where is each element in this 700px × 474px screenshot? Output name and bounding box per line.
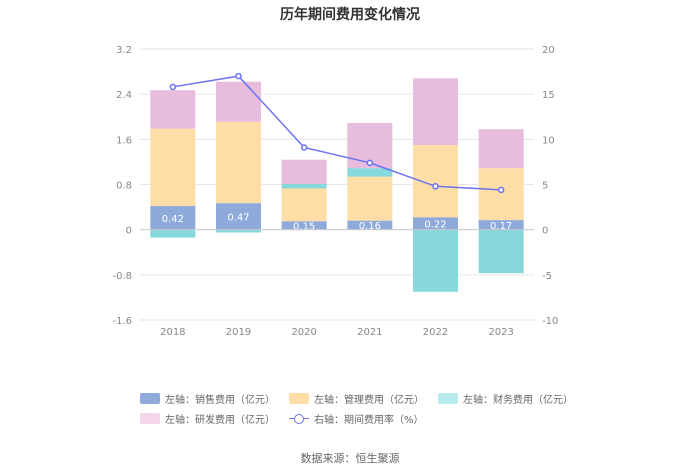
- right-axis-tick: -10: [542, 316, 558, 327]
- chart-title: 历年期间费用变化情况: [280, 7, 420, 23]
- bar-value-label: 0.15: [293, 221, 315, 232]
- bar-segment: [216, 81, 261, 122]
- bar-value-label: 0.42: [162, 214, 184, 225]
- expense-rate-point: [235, 72, 242, 80]
- bar-segment: [281, 188, 327, 222]
- left-axis-tick: 1.6: [116, 135, 132, 146]
- left-axis-tick: 2.4: [116, 90, 132, 101]
- bar-segment: [413, 217, 458, 230]
- right-axis-tick: -5: [542, 271, 552, 282]
- x-axis-tick: 2020: [291, 327, 316, 338]
- legend: 左轴：销售费用（亿元） 左轴：管理费用（亿元） 左轴：财务费用（亿元） 左轴：研…: [140, 388, 573, 428]
- expense-rate-point: [300, 144, 308, 151]
- left-axis-tick: 3.2: [116, 45, 132, 56]
- x-axis-tick: 2019: [226, 327, 251, 338]
- legend-swatch-rnd: [140, 412, 160, 424]
- right-axis-tick: 20: [542, 45, 555, 56]
- legend-item-rnd[interactable]: 左轴：研发费用（亿元）: [140, 411, 275, 426]
- bar-segment: [413, 229, 458, 292]
- expense-rate-point: [169, 83, 177, 91]
- right-axis-tick: 15: [542, 90, 555, 101]
- bar-segment: [150, 229, 196, 238]
- x-axis-tick: 2021: [357, 327, 382, 338]
- bar-segment: [478, 129, 524, 169]
- bar-segment: [216, 229, 261, 233]
- data-source: 数据来源：恒生聚源: [300, 452, 400, 465]
- x-axis-tick: 2023: [488, 327, 513, 338]
- bar-segment: [216, 121, 261, 204]
- right-axis-tick: 5: [542, 181, 548, 192]
- left-axis-tick: -0.8: [112, 271, 132, 282]
- legend-label-sales: 左轴：销售费用（亿元）: [165, 394, 275, 406]
- expense-rate-point: [366, 159, 374, 167]
- bar-segment: [281, 183, 327, 189]
- legend-item-finance[interactable]: 左轴：财务费用（亿元）: [438, 391, 573, 406]
- bar-segment: [347, 220, 393, 230]
- expense-rate-point: [432, 183, 439, 190]
- x-axis-tick: 2022: [423, 327, 448, 338]
- bar-segment: [281, 221, 327, 230]
- expense-rate-line: [172, 75, 502, 191]
- bar-segment: [478, 229, 524, 274]
- legend-item-management[interactable]: 左轴：管理费用（亿元）: [289, 391, 424, 406]
- right-axis-tick: 10: [542, 135, 555, 146]
- bar-segment: [347, 176, 393, 221]
- expense-rate-point: [497, 186, 505, 194]
- left-axis-tick: -1.6: [112, 316, 132, 327]
- bar-segment: [216, 203, 261, 230]
- bar-segment: [150, 90, 196, 129]
- legend-label-management: 左轴：管理费用（亿元）: [314, 394, 424, 406]
- bar-segment: [150, 128, 196, 206]
- bar-segment: [281, 159, 327, 184]
- x-axis-tick: 2018: [160, 327, 185, 338]
- legend-item-sales[interactable]: 左轴：销售费用（亿元）: [140, 391, 275, 406]
- bar-segment: [150, 205, 196, 230]
- legend-swatch-sales: [140, 392, 160, 404]
- bar-segment: [413, 78, 458, 145]
- legend-label-rnd: 左轴：研发费用（亿元）: [165, 414, 275, 426]
- bar-segment: [347, 168, 393, 177]
- legend-swatch-management: [289, 392, 309, 404]
- legend-label-expense-rate: 右轴：期间费用率（%）: [314, 414, 424, 426]
- bar-segment: [478, 168, 524, 221]
- left-axis-tick: 0: [126, 226, 132, 237]
- legend-label-finance: 左轴：财务费用（亿元）: [463, 394, 573, 406]
- bar-value-label: 0.47: [227, 212, 249, 223]
- legend-swatch-finance: [438, 392, 458, 404]
- bar-value-label: 0.17: [490, 221, 512, 232]
- legend-line-icon: [289, 413, 309, 424]
- left-axis-tick: 0.8: [116, 181, 132, 192]
- bar-segment: [478, 220, 524, 230]
- right-axis-tick: 0: [542, 226, 548, 237]
- legend-item-expense-rate[interactable]: 右轴：期间费用率（%）: [289, 411, 424, 426]
- bar-value-label: 0.16: [359, 221, 381, 232]
- bar-value-label: 0.22: [424, 219, 446, 230]
